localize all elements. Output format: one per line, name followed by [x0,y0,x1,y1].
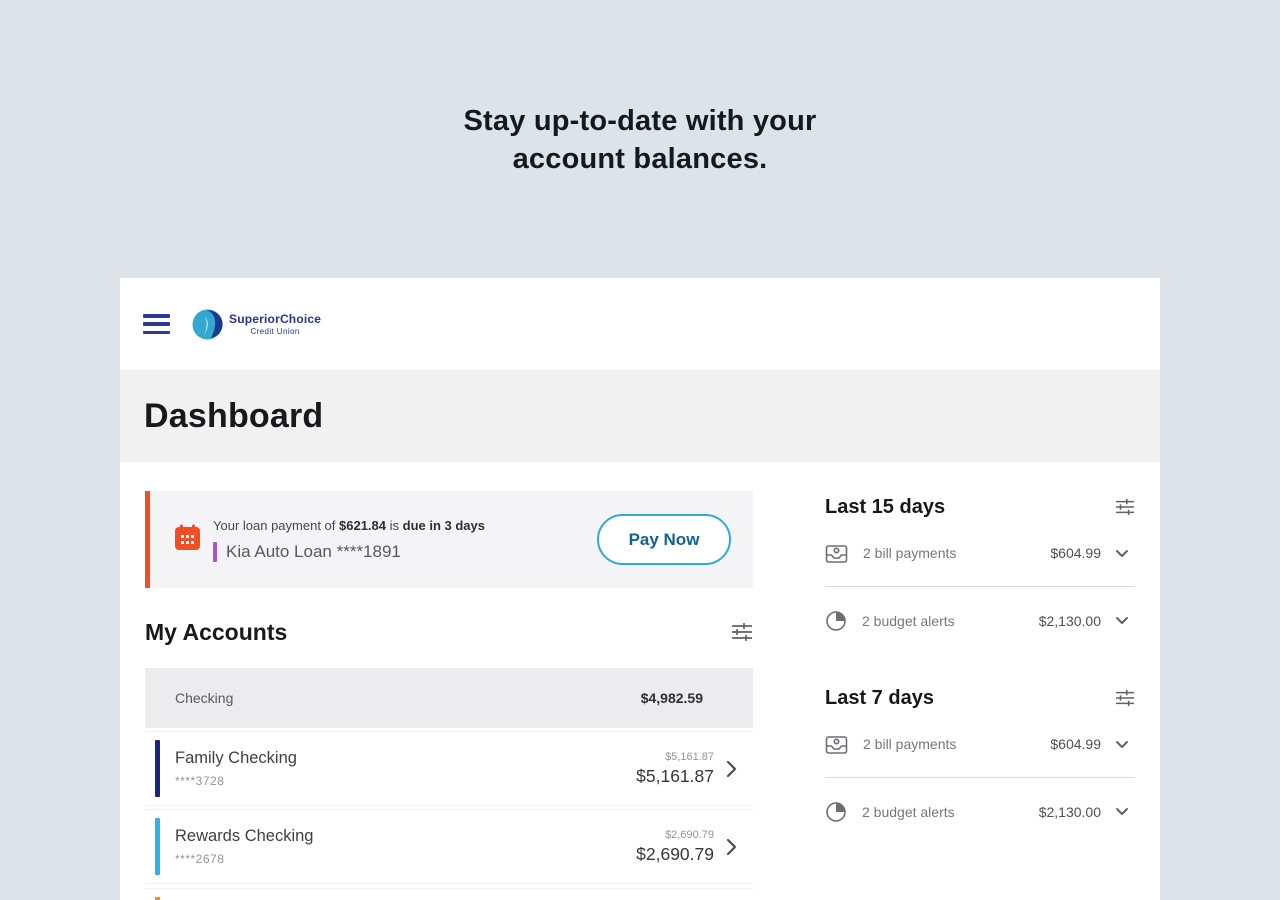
brand-subtitle: Credit Union [250,327,300,336]
account-name: Rewards Checking [175,827,314,845]
page-title: Dashboard [144,397,324,435]
menu-icon[interactable] [143,314,170,334]
brand-logo: SuperiorChoice Credit Union [192,309,321,340]
pay-now-button[interactable]: Pay Now [597,514,731,565]
activity-panel-last-7-days: Last 7 days [825,685,1135,845]
loan-amount: $621.84 [339,517,386,533]
chevron-down-icon[interactable] [1115,807,1129,816]
panel-settings-icon[interactable] [1115,498,1135,516]
chevron-down-icon[interactable] [1115,616,1129,625]
page-headline: Stay up-to-date with your account balanc… [0,102,1280,178]
activity-row-budget-alerts[interactable]: 2 budget alerts $2,130.00 [825,778,1135,845]
activity-row-bill-payments[interactable]: 2 bill payments $604.99 [825,711,1135,778]
brand-logo-icon [192,309,223,340]
activity-amount: $604.99 [1050,545,1101,561]
account-color-bar [155,818,160,875]
activity-label: 2 budget alerts [862,803,955,820]
brand-name: SuperiorChoice [229,312,322,326]
activity-row-budget-alerts[interactable]: 2 budget alerts $2,130.00 [825,587,1135,654]
banking-app-window: SuperiorChoice Credit Union Dashboard [120,278,1160,900]
loan-payment-alert: Your loan payment of $621.84 is due in 3… [145,491,753,588]
account-balance: $5,161.87 [636,765,714,786]
activity-column: Last 15 days [825,491,1135,900]
panel-title: Last 7 days [825,686,934,709]
account-row-family-checking[interactable]: Family Checking ****3728 $5,161.87 $5,16… [145,731,753,806]
activity-amount: $604.99 [1050,736,1101,752]
account-row-rewards-checking[interactable]: Rewards Checking ****2678 $2,690.79 $2,6… [145,809,753,884]
account-balance: $2,690.79 [636,843,714,864]
accounts-settings-icon[interactable] [731,622,753,642]
activity-panel-last-15-days: Last 15 days [825,494,1135,654]
dashboard-content: Your loan payment of $621.84 is due in 3… [120,462,1160,900]
activity-amount: $2,130.00 [1038,612,1101,629]
loan-account-label: Kia Auto Loan ****1891 [226,541,401,561]
calendar-icon [174,524,201,556]
budget-alerts-icon [825,610,847,632]
chevron-right-icon [726,838,737,856]
account-available: $5,161.87 [665,750,714,763]
account-name: Family Checking [175,749,297,767]
headline-line-1: Stay up-to-date with your [463,105,817,137]
activity-label: 2 budget alerts [862,612,955,629]
activity-row-bill-payments[interactable]: 2 bill payments $604.99 [825,520,1135,587]
my-accounts-title: My Accounts [145,618,288,645]
chevron-down-icon[interactable] [1115,549,1129,558]
chevron-down-icon[interactable] [1115,740,1129,749]
account-group-label: Checking [175,690,234,706]
account-row-partial[interactable] [145,888,753,900]
activity-amount: $2,130.00 [1038,803,1101,820]
bill-payments-icon [825,734,848,755]
account-color-bar [155,897,160,900]
activity-label: 2 bill payments [863,736,957,752]
panel-settings-icon[interactable] [1115,689,1135,707]
loan-alert-message: Your loan payment of $621.84 is due in 3… [213,517,485,533]
bill-payments-icon [825,543,848,564]
account-color-bar [155,740,160,797]
app-header: SuperiorChoice Credit Union [120,278,1160,370]
activity-label: 2 bill payments [863,545,957,561]
loan-due-text: due in 3 days [402,517,485,533]
account-group-total: $4,982.59 [640,690,703,706]
account-group-header: Checking $4,982.59 [145,668,753,728]
account-available: $2,690.79 [665,828,714,841]
accounts-column: Your loan payment of $621.84 is due in 3… [145,491,753,900]
headline-line-2: account balances. [512,143,768,175]
account-number: ****3728 [175,774,225,788]
chevron-right-icon [726,760,737,778]
loan-color-tag [213,541,217,562]
budget-alerts-icon [825,801,847,823]
panel-title: Last 15 days [825,495,946,518]
account-number: ****2678 [175,852,225,866]
page-title-bar: Dashboard [120,370,1160,462]
